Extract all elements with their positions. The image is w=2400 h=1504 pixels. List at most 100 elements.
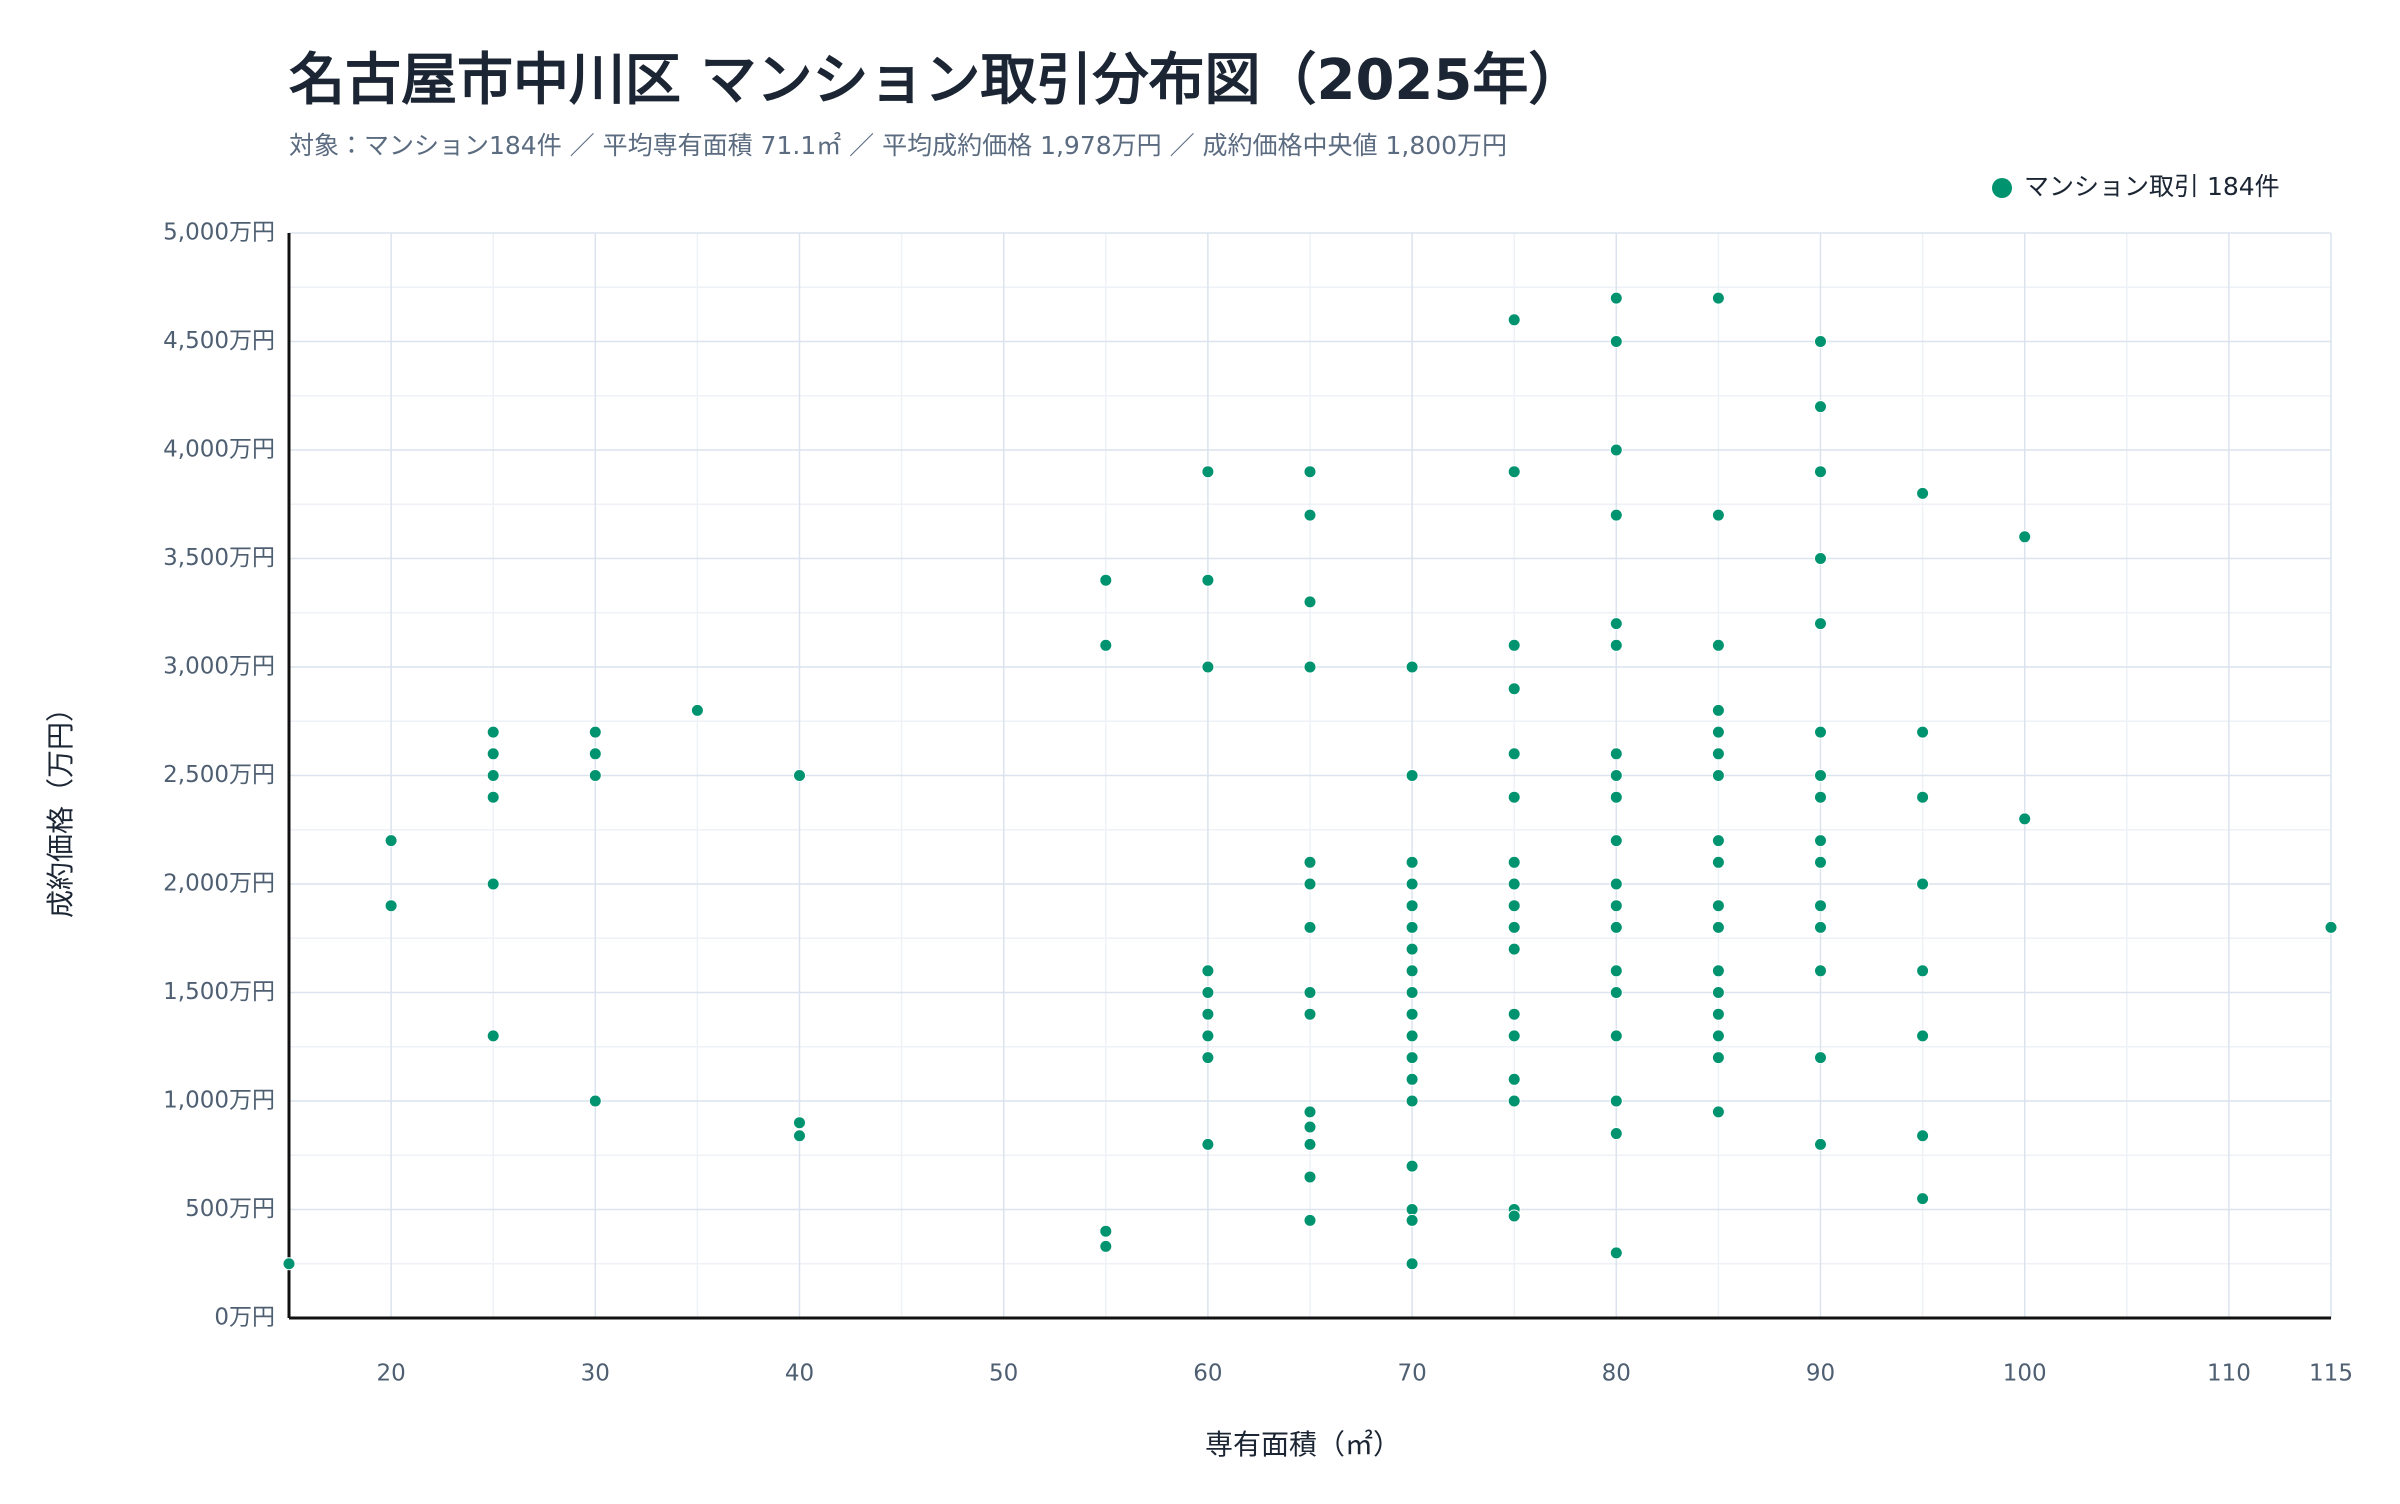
data-point — [486, 769, 500, 782]
data-point — [486, 747, 500, 761]
data-point — [1814, 725, 1827, 739]
data-point — [1711, 920, 1725, 934]
x-tick-label: 100 — [2003, 1361, 2047, 1387]
data-point — [1303, 508, 1317, 522]
data-point — [1201, 573, 1215, 587]
x-tick-label: 20 — [376, 1361, 405, 1387]
y-tick-label: 5,000万円 — [163, 220, 275, 246]
data-point — [793, 769, 806, 782]
data-point — [2324, 920, 2338, 934]
data-point — [1609, 617, 1623, 631]
data-point — [1303, 1170, 1317, 1184]
legend-label: マンション取引 184件 — [2024, 172, 2280, 201]
data-point — [1609, 443, 1623, 457]
data-point — [1609, 877, 1623, 891]
data-point — [1916, 486, 1930, 500]
data-point — [1507, 899, 1521, 913]
data-point — [1099, 573, 1113, 587]
data-point — [486, 877, 500, 891]
data-point — [1609, 834, 1623, 848]
data-point — [1507, 682, 1521, 696]
data-point — [1711, 964, 1725, 978]
data-point — [1303, 1137, 1317, 1151]
data-point — [1507, 1209, 1521, 1223]
data-point — [1609, 1246, 1623, 1260]
data-point — [1303, 877, 1317, 891]
data-point — [1405, 899, 1419, 913]
data-point — [1814, 552, 1827, 565]
data-point — [1609, 964, 1623, 978]
data-point — [1201, 1137, 1215, 1151]
data-point — [1405, 769, 1419, 782]
y-tick-label: 3,000万円 — [163, 654, 275, 680]
data-point — [1405, 1203, 1419, 1216]
y-tick-label: 2,000万円 — [163, 871, 275, 897]
data-point — [486, 1029, 500, 1043]
data-point — [1405, 964, 1419, 978]
data-point — [1609, 986, 1623, 999]
data-point — [384, 834, 398, 848]
y-tick-label: 500万円 — [185, 1196, 275, 1222]
y-tick-label: 4,000万円 — [163, 437, 275, 463]
data-point — [1303, 986, 1317, 999]
data-point — [1405, 1213, 1419, 1227]
x-tick-label: 50 — [989, 1361, 1018, 1387]
data-point — [1711, 747, 1725, 761]
data-point — [1303, 1007, 1317, 1021]
data-point — [1711, 638, 1725, 652]
data-point — [1609, 899, 1623, 913]
data-point — [1711, 834, 1725, 848]
data-point — [1609, 508, 1623, 522]
data-point — [1609, 769, 1623, 782]
data-point — [282, 1257, 296, 1271]
data-point — [1405, 1029, 1419, 1043]
data-point — [1303, 660, 1317, 674]
x-tick-label: 110 — [2207, 1361, 2251, 1387]
data-point — [1201, 1051, 1215, 1065]
data-point — [1099, 1224, 1113, 1238]
data-point — [1405, 1051, 1419, 1065]
data-point — [486, 725, 500, 739]
legend-marker — [1992, 178, 2012, 198]
data-point — [1711, 769, 1725, 782]
data-point — [1507, 790, 1521, 804]
data-point — [1405, 1094, 1419, 1108]
data-point — [1711, 291, 1725, 305]
data-point — [1609, 638, 1623, 652]
data-point — [1507, 1029, 1521, 1043]
y-tick-label: 3,500万円 — [163, 545, 275, 571]
data-point — [1814, 1137, 1827, 1151]
data-point — [1201, 660, 1215, 674]
chart-title: 名古屋市中川区 マンション取引分布図（2025年） — [289, 48, 1584, 113]
data-point — [1609, 335, 1623, 348]
data-point — [1303, 465, 1317, 479]
data-point — [1405, 942, 1419, 956]
data-point — [1711, 1007, 1725, 1021]
data-point — [1405, 1257, 1419, 1271]
data-point — [384, 899, 398, 913]
y-axis-label: 成約価格（万円） — [44, 694, 77, 918]
data-point — [1814, 335, 1827, 348]
x-tick-label: 30 — [581, 1361, 610, 1387]
data-point — [1405, 1007, 1419, 1021]
y-tick-label: 0万円 — [214, 1305, 275, 1331]
data-point — [1405, 986, 1419, 999]
y-tick-label: 4,500万円 — [163, 328, 275, 354]
y-tick-label: 1,500万円 — [163, 979, 275, 1005]
data-point — [588, 725, 602, 739]
data-point — [588, 769, 602, 782]
data-point — [1303, 855, 1317, 869]
y-tick-label: 2,500万円 — [163, 762, 275, 788]
data-point — [1405, 877, 1419, 891]
data-point — [1711, 1029, 1725, 1043]
data-point — [1507, 1007, 1521, 1021]
data-point — [1916, 1192, 1930, 1206]
x-tick-label: 80 — [1602, 1361, 1631, 1387]
data-point — [1814, 1051, 1827, 1065]
data-point — [1814, 834, 1827, 848]
data-point — [1507, 313, 1521, 327]
x-tick-label: 90 — [1806, 1361, 1835, 1387]
data-point — [1405, 920, 1419, 934]
data-point — [1303, 1105, 1317, 1119]
data-point — [1711, 703, 1725, 717]
